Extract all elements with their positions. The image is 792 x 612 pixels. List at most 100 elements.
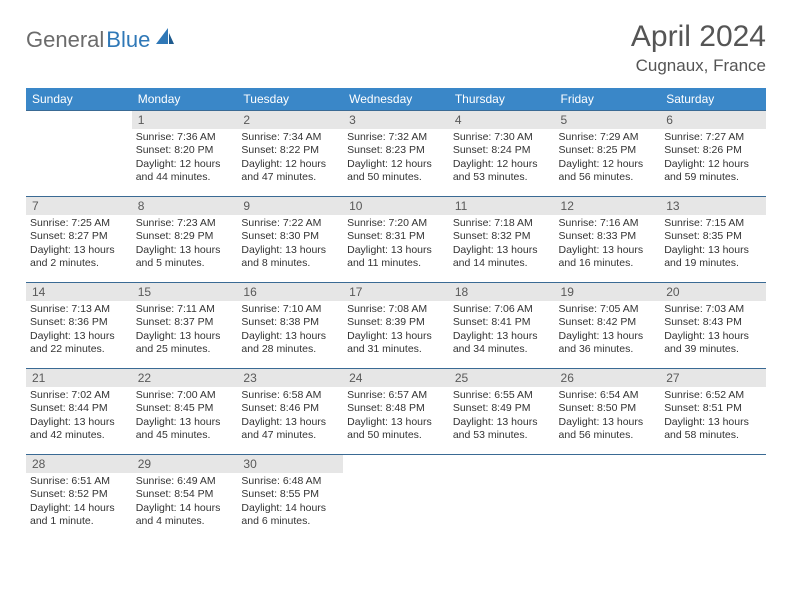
day-details: Sunrise: 7:25 AMSunset: 8:27 PMDaylight:… bbox=[26, 215, 132, 275]
day-detail-line: Sunrise: 7:34 AM bbox=[241, 131, 339, 144]
day-detail-line: Daylight: 14 hours bbox=[241, 502, 339, 515]
day-detail-line: and 5 minutes. bbox=[136, 257, 234, 270]
day-detail-line: and 22 minutes. bbox=[30, 343, 128, 356]
day-detail-line: Sunrise: 6:54 AM bbox=[559, 389, 657, 402]
day-detail-line: Sunrise: 7:25 AM bbox=[30, 217, 128, 230]
day-detail-line: Daylight: 12 hours bbox=[347, 158, 445, 171]
calendar-cell: 7Sunrise: 7:25 AMSunset: 8:27 PMDaylight… bbox=[26, 197, 132, 283]
day-details: Sunrise: 7:30 AMSunset: 8:24 PMDaylight:… bbox=[449, 129, 555, 189]
day-detail-line: Sunset: 8:27 PM bbox=[30, 230, 128, 243]
day-detail-line: Sunrise: 6:52 AM bbox=[664, 389, 762, 402]
day-detail-line: Sunset: 8:52 PM bbox=[30, 488, 128, 501]
day-detail-line: Sunrise: 7:16 AM bbox=[559, 217, 657, 230]
day-details: Sunrise: 7:29 AMSunset: 8:25 PMDaylight:… bbox=[555, 129, 661, 189]
calendar-cell: 1 Sunrise: 7:36 AMSunset: 8:20 PMDaylight… bbox=[132, 111, 238, 197]
day-number: 9 bbox=[237, 197, 343, 215]
day-detail-line: and 36 minutes. bbox=[559, 343, 657, 356]
brand-logo: General Blue bbox=[26, 26, 176, 53]
day-detail-line: Sunrise: 6:58 AM bbox=[241, 389, 339, 402]
dow-tuesday: Tuesday bbox=[237, 88, 343, 111]
calendar-week: 21Sunrise: 7:02 AMSunset: 8:44 PMDayligh… bbox=[26, 369, 766, 455]
day-details: Sunrise: 7:06 AMSunset: 8:41 PMDaylight:… bbox=[449, 301, 555, 361]
day-detail-line: Sunset: 8:20 PM bbox=[136, 144, 234, 157]
day-detail-line: Sunrise: 6:51 AM bbox=[30, 475, 128, 488]
day-of-week-row: Sunday Monday Tuesday Wednesday Thursday… bbox=[26, 88, 766, 111]
day-detail-line: and 19 minutes. bbox=[664, 257, 762, 270]
calendar-cell: 17Sunrise: 7:08 AMSunset: 8:39 PMDayligh… bbox=[343, 283, 449, 369]
calendar-cell: 29Sunrise: 6:49 AMSunset: 8:54 PMDayligh… bbox=[132, 455, 238, 541]
day-detail-line: Sunset: 8:54 PM bbox=[136, 488, 234, 501]
day-number: 18 bbox=[449, 283, 555, 301]
day-number: 30 bbox=[237, 455, 343, 473]
calendar-cell: 21Sunrise: 7:02 AMSunset: 8:44 PMDayligh… bbox=[26, 369, 132, 455]
calendar-cell: 27Sunrise: 6:52 AMSunset: 8:51 PMDayligh… bbox=[660, 369, 766, 455]
day-details: Sunrise: 7:13 AMSunset: 8:36 PMDaylight:… bbox=[26, 301, 132, 361]
day-number: 26 bbox=[555, 369, 661, 387]
day-detail-line: Sunrise: 7:20 AM bbox=[347, 217, 445, 230]
calendar-cell: 5Sunrise: 7:29 AMSunset: 8:25 PMDaylight… bbox=[555, 111, 661, 197]
day-detail-line: and 8 minutes. bbox=[241, 257, 339, 270]
day-detail-line: Daylight: 13 hours bbox=[241, 244, 339, 257]
day-detail-line: and 16 minutes. bbox=[559, 257, 657, 270]
day-details: Sunrise: 7:08 AMSunset: 8:39 PMDaylight:… bbox=[343, 301, 449, 361]
day-detail-line: and 47 minutes. bbox=[241, 171, 339, 184]
calendar-cell: 19Sunrise: 7:05 AMSunset: 8:42 PMDayligh… bbox=[555, 283, 661, 369]
month-title: April 2024 bbox=[631, 20, 766, 54]
day-number: 6 bbox=[660, 111, 766, 129]
day-detail-line: and 42 minutes. bbox=[30, 429, 128, 442]
calendar-cell: 13Sunrise: 7:15 AMSunset: 8:35 PMDayligh… bbox=[660, 197, 766, 283]
day-detail-line: Daylight: 12 hours bbox=[136, 158, 234, 171]
day-details: Sunrise: 7:16 AMSunset: 8:33 PMDaylight:… bbox=[555, 215, 661, 275]
day-number: 1 bbox=[132, 111, 238, 129]
day-details: Sunrise: 7:34 AMSunset: 8:22 PMDaylight:… bbox=[237, 129, 343, 189]
calendar-cell: 24Sunrise: 6:57 AMSunset: 8:48 PMDayligh… bbox=[343, 369, 449, 455]
brand-part2: Blue bbox=[106, 27, 150, 53]
day-detail-line: and 59 minutes. bbox=[664, 171, 762, 184]
day-number: 20 bbox=[660, 283, 766, 301]
day-detail-line: Sunrise: 7:10 AM bbox=[241, 303, 339, 316]
day-detail-line: Sunrise: 7:36 AM bbox=[136, 131, 234, 144]
page-header: General Blue April 2024 Cugnaux, France bbox=[26, 20, 766, 76]
calendar-table: Sunday Monday Tuesday Wednesday Thursday… bbox=[26, 88, 766, 541]
calendar-cell: 8Sunrise: 7:23 AMSunset: 8:29 PMDaylight… bbox=[132, 197, 238, 283]
day-detail-line: Sunset: 8:44 PM bbox=[30, 402, 128, 415]
calendar-cell: . bbox=[26, 111, 132, 197]
day-number: 14 bbox=[26, 283, 132, 301]
day-number: 21 bbox=[26, 369, 132, 387]
day-number: 13 bbox=[660, 197, 766, 215]
day-detail-line: and 53 minutes. bbox=[453, 429, 551, 442]
day-detail-line: Daylight: 13 hours bbox=[453, 416, 551, 429]
day-detail-line: Daylight: 13 hours bbox=[559, 330, 657, 343]
calendar-cell: 26Sunrise: 6:54 AMSunset: 8:50 PMDayligh… bbox=[555, 369, 661, 455]
day-detail-line: Daylight: 13 hours bbox=[664, 330, 762, 343]
day-details: Sunrise: 7:32 AMSunset: 8:23 PMDaylight:… bbox=[343, 129, 449, 189]
day-details: Sunrise: 7:02 AMSunset: 8:44 PMDaylight:… bbox=[26, 387, 132, 447]
day-detail-line: and 47 minutes. bbox=[241, 429, 339, 442]
calendar-cell: . bbox=[343, 455, 449, 541]
day-detail-line: Sunrise: 7:00 AM bbox=[136, 389, 234, 402]
day-number: 16 bbox=[237, 283, 343, 301]
day-detail-line: Daylight: 13 hours bbox=[136, 330, 234, 343]
dow-sunday: Sunday bbox=[26, 88, 132, 111]
day-detail-line: Sunset: 8:49 PM bbox=[453, 402, 551, 415]
day-details: Sunrise: 6:57 AMSunset: 8:48 PMDaylight:… bbox=[343, 387, 449, 447]
day-detail-line: Sunset: 8:29 PM bbox=[136, 230, 234, 243]
title-block: April 2024 Cugnaux, France bbox=[631, 20, 766, 76]
calendar-week: 7Sunrise: 7:25 AMSunset: 8:27 PMDaylight… bbox=[26, 197, 766, 283]
day-detail-line: Daylight: 13 hours bbox=[136, 244, 234, 257]
day-detail-line: and 34 minutes. bbox=[453, 343, 551, 356]
day-detail-line: Sunset: 8:26 PM bbox=[664, 144, 762, 157]
calendar-cell: 12Sunrise: 7:16 AMSunset: 8:33 PMDayligh… bbox=[555, 197, 661, 283]
day-detail-line: Daylight: 13 hours bbox=[559, 244, 657, 257]
calendar-cell: 9Sunrise: 7:22 AMSunset: 8:30 PMDaylight… bbox=[237, 197, 343, 283]
brand-sail-icon bbox=[154, 26, 176, 53]
day-details: Sunrise: 6:49 AMSunset: 8:54 PMDaylight:… bbox=[132, 473, 238, 533]
day-detail-line: Sunset: 8:37 PM bbox=[136, 316, 234, 329]
day-detail-line: and 56 minutes. bbox=[559, 429, 657, 442]
day-detail-line: Sunrise: 7:02 AM bbox=[30, 389, 128, 402]
day-detail-line: Sunrise: 6:55 AM bbox=[453, 389, 551, 402]
day-detail-line: and 4 minutes. bbox=[136, 515, 234, 528]
day-detail-line: Daylight: 13 hours bbox=[559, 416, 657, 429]
day-details: Sunrise: 7:18 AMSunset: 8:32 PMDaylight:… bbox=[449, 215, 555, 275]
dow-wednesday: Wednesday bbox=[343, 88, 449, 111]
